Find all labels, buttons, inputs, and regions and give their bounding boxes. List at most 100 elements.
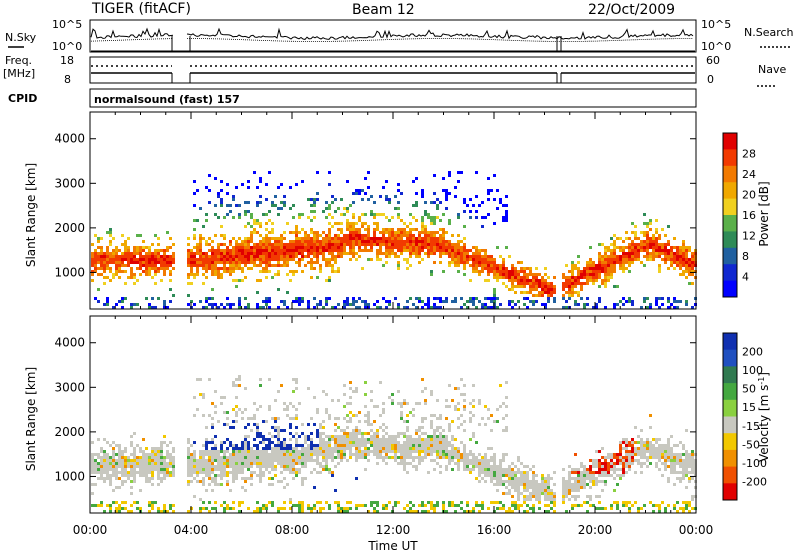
heatmap-cell — [577, 483, 580, 486]
heatmap-cell — [688, 465, 691, 468]
heatmap-cell — [259, 378, 262, 381]
heatmap-cell — [346, 237, 349, 240]
heatmap-cell — [586, 501, 589, 504]
heatmap-cell — [439, 450, 442, 453]
colorbar-tick-label: -100 — [742, 457, 767, 470]
heatmap-cell — [136, 456, 139, 459]
heatmap-cell — [664, 507, 667, 510]
heatmap-cell — [382, 429, 385, 432]
heatmap-cell — [148, 465, 151, 468]
heatmap-cell — [157, 447, 160, 450]
heatmap-cell — [415, 447, 418, 450]
heatmap-cell — [334, 261, 337, 264]
heatmap-cell — [196, 273, 199, 276]
heatmap-cell — [514, 474, 517, 477]
heatmap-cell — [577, 282, 580, 285]
heatmap-cell — [682, 252, 685, 255]
heatmap-cell — [637, 435, 640, 438]
heatmap-cell — [646, 225, 649, 228]
heatmap-cell — [310, 264, 313, 267]
colorbar-swatch — [723, 483, 737, 501]
heatmap-cell — [400, 414, 403, 417]
heatmap-cell — [667, 243, 670, 246]
heatmap-cell — [451, 459, 454, 462]
heatmap-cell — [160, 255, 163, 258]
heatmap-cell — [400, 450, 403, 453]
heatmap-cell — [118, 471, 121, 474]
heatmap-cell — [604, 279, 607, 282]
heatmap-cell — [511, 468, 514, 471]
heatmap-cell — [580, 282, 583, 285]
heatmap-cell — [196, 267, 199, 270]
heatmap-cell — [466, 456, 469, 459]
heatmap-cell — [190, 300, 193, 303]
heatmap-cell — [109, 510, 112, 513]
heatmap-cell — [205, 243, 208, 246]
heatmap-cell — [487, 255, 490, 258]
heatmap-cell — [466, 306, 469, 309]
heatmap-cell — [310, 231, 313, 234]
heatmap-cell — [298, 453, 301, 456]
heatmap-cell — [391, 393, 394, 396]
heatmap-cell — [238, 468, 241, 471]
heatmap-cell — [418, 243, 421, 246]
heatmap-cell — [340, 441, 343, 444]
heatmap-cell — [256, 510, 259, 513]
heatmap-cell — [514, 276, 517, 279]
heatmap-cell — [526, 477, 529, 480]
heatmap-cell — [310, 198, 313, 201]
heatmap-cell — [310, 240, 313, 243]
heatmap-cell — [604, 276, 607, 279]
heatmap-cell — [283, 264, 286, 267]
heatmap-cell — [199, 471, 202, 474]
heatmap-cell — [304, 435, 307, 438]
heatmap-cell — [604, 270, 607, 273]
heatmap-cell — [259, 201, 262, 204]
heatmap-cell — [91, 252, 94, 255]
heatmap-cell — [160, 510, 163, 513]
heatmap-cell — [433, 435, 436, 438]
heatmap-cell — [493, 474, 496, 477]
heatmap-cell — [106, 231, 109, 234]
heatmap-cell — [142, 450, 145, 453]
heatmap-cell — [280, 450, 283, 453]
heatmap-cell — [232, 258, 235, 261]
heatmap-cell — [157, 261, 160, 264]
heatmap-cell — [253, 261, 256, 264]
heatmap-cell — [355, 459, 358, 462]
heatmap-cell — [544, 477, 547, 480]
heatmap-cell — [142, 462, 145, 465]
heatmap-cell — [202, 501, 205, 504]
heatmap-cell — [349, 225, 352, 228]
heatmap-cell — [526, 297, 529, 300]
heatmap-cell — [337, 417, 340, 420]
heatmap-cell — [685, 471, 688, 474]
heatmap-cell — [277, 438, 280, 441]
heatmap-cell — [586, 264, 589, 267]
heatmap-cell — [658, 234, 661, 237]
heatmap-cell — [298, 252, 301, 255]
heatmap-cell — [220, 204, 223, 207]
heatmap-cell — [535, 279, 538, 282]
heatmap-cell — [187, 252, 190, 255]
heatmap-cell — [415, 249, 418, 252]
heatmap-cell — [298, 501, 301, 504]
heatmap-cell — [265, 420, 268, 423]
heatmap-cell — [241, 459, 244, 462]
heatmap-cell — [421, 432, 424, 435]
heatmap-cell — [601, 243, 604, 246]
heatmap-cell — [277, 273, 280, 276]
heatmap-cell — [247, 450, 250, 453]
heatmap-cell — [94, 453, 97, 456]
heatmap-cell — [625, 258, 628, 261]
colorbar-swatch — [723, 133, 737, 150]
heatmap-cell — [349, 252, 352, 255]
heatmap-cell — [115, 270, 118, 273]
heatmap-cell — [487, 189, 490, 192]
heatmap-cell — [445, 243, 448, 246]
heatmap-cell — [661, 450, 664, 453]
heatmap-cell — [238, 471, 241, 474]
heatmap-cell — [304, 453, 307, 456]
heatmap-cell — [121, 297, 124, 300]
heatmap-cell — [91, 465, 94, 468]
